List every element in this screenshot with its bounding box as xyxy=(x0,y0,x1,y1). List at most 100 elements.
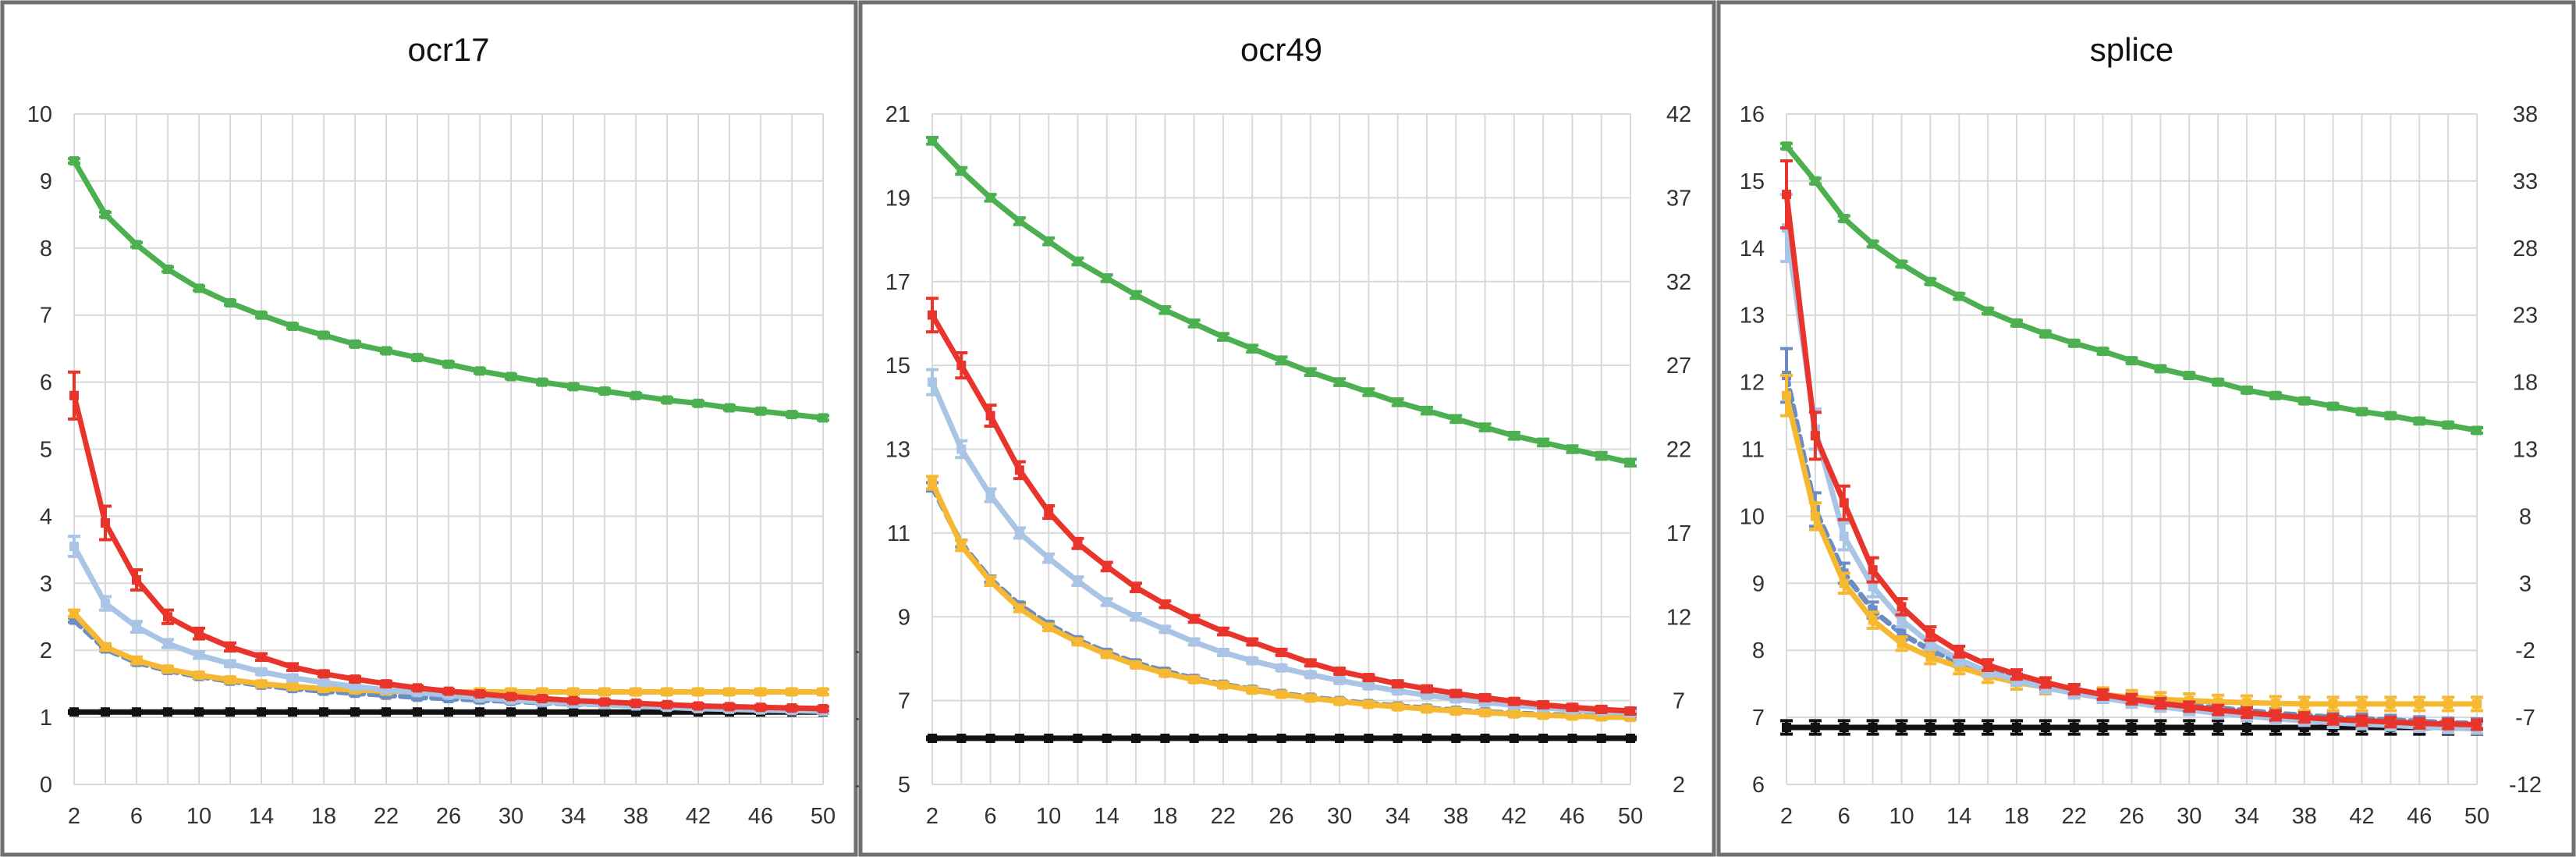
data-point xyxy=(2386,411,2396,421)
y-right-tick-label: 27 xyxy=(1666,354,1691,379)
data-point xyxy=(2415,699,2425,709)
data-point xyxy=(662,699,672,709)
data-point xyxy=(1247,656,1258,666)
data-point xyxy=(381,707,391,717)
x-tick-label: 50 xyxy=(2464,804,2489,829)
data-point xyxy=(2012,318,2021,329)
data-point xyxy=(1567,702,1577,713)
data-point xyxy=(1305,658,1315,668)
x-tick-label: 6 xyxy=(985,804,997,829)
y-left-tick-label: 7 xyxy=(1752,706,1765,731)
data-point xyxy=(1983,722,1993,732)
data-point xyxy=(1480,733,1490,743)
x-tick-label: 46 xyxy=(2407,804,2432,829)
y-left-tick-label: 16 xyxy=(1740,102,1765,127)
data-point xyxy=(1160,733,1170,743)
series-black xyxy=(926,733,1637,743)
data-point xyxy=(194,283,204,293)
data-point xyxy=(257,679,266,689)
chart-title: splice xyxy=(2090,31,2173,68)
data-point xyxy=(787,410,797,420)
data-point xyxy=(319,677,328,688)
x-tick-label: 2 xyxy=(68,804,80,829)
data-point xyxy=(1044,622,1054,632)
data-point xyxy=(2213,377,2223,387)
data-point xyxy=(1335,675,1345,685)
data-point xyxy=(1014,216,1024,226)
data-point xyxy=(444,707,453,717)
data-point xyxy=(1810,722,1820,732)
data-point xyxy=(2415,416,2425,426)
data-point xyxy=(1596,733,1606,743)
data-point xyxy=(1364,387,1374,397)
data-point xyxy=(101,517,110,528)
data-point xyxy=(1102,273,1112,283)
data-point xyxy=(1538,733,1549,743)
data-point xyxy=(1364,681,1374,691)
y-left-tick-label: 17 xyxy=(885,270,910,295)
data-point xyxy=(756,702,765,713)
y-left-tick-label: 8 xyxy=(40,236,52,261)
data-point xyxy=(2270,699,2280,709)
data-point xyxy=(225,707,235,717)
data-point xyxy=(2357,699,2367,709)
data-point xyxy=(1102,733,1112,743)
data-point xyxy=(350,707,360,717)
data-point xyxy=(600,697,609,707)
data-point xyxy=(1247,637,1258,647)
data-point xyxy=(1509,696,1519,706)
data-point xyxy=(69,156,79,166)
data-point xyxy=(1897,638,1907,649)
y-right-tick-label: 12 xyxy=(1666,605,1691,630)
x-tick-label: 38 xyxy=(623,804,648,829)
data-point xyxy=(350,674,360,685)
y-left-tick-label: 9 xyxy=(40,169,52,194)
data-point xyxy=(1189,613,1199,624)
data-point xyxy=(2415,718,2425,728)
data-point xyxy=(1480,692,1490,702)
data-point xyxy=(2299,699,2309,709)
data-point xyxy=(194,670,204,680)
data-point xyxy=(101,642,110,652)
data-point xyxy=(2242,698,2251,708)
data-point xyxy=(1925,628,1936,638)
data-point xyxy=(1044,733,1054,743)
data-point xyxy=(1451,706,1461,717)
data-point xyxy=(413,353,422,363)
chart-panel-0: ocr17012345678910-25-19-13-7-15111723293… xyxy=(0,0,888,857)
data-point xyxy=(1393,686,1403,696)
data-point xyxy=(2270,710,2280,720)
y-left-tick-label: 7 xyxy=(40,304,52,329)
x-tick-label: 30 xyxy=(1327,804,1352,829)
data-point xyxy=(101,209,110,219)
data-point xyxy=(1393,733,1403,743)
data-point xyxy=(1626,706,1635,717)
x-tick-label: 26 xyxy=(436,804,461,829)
data-point xyxy=(1218,332,1228,342)
data-point xyxy=(444,686,453,696)
data-point xyxy=(2328,714,2338,724)
data-point xyxy=(2098,689,2108,699)
y-left-tick-label: 6 xyxy=(40,371,52,396)
data-point xyxy=(600,707,609,717)
data-point xyxy=(2472,699,2482,709)
data-point xyxy=(756,406,765,416)
y-left-tick-label: 6 xyxy=(1752,773,1765,798)
data-point xyxy=(381,679,391,689)
data-point xyxy=(2242,722,2251,732)
y-left-tick-label: 8 xyxy=(1752,638,1765,663)
data-point xyxy=(2127,694,2137,704)
data-point xyxy=(2443,699,2454,709)
y-right-tick-label: 22 xyxy=(1666,438,1691,463)
x-tick-label: 26 xyxy=(2119,804,2144,829)
data-point xyxy=(1014,528,1024,538)
data-point xyxy=(725,702,734,712)
data-point xyxy=(2156,364,2166,374)
data-point xyxy=(1509,709,1519,719)
data-point xyxy=(1596,704,1606,714)
data-point xyxy=(1451,733,1461,743)
data-point xyxy=(163,612,172,622)
x-tick-label: 6 xyxy=(130,804,143,829)
y-right-tick-label: -2 xyxy=(2515,638,2535,663)
x-tick-label: 50 xyxy=(1618,804,1643,829)
